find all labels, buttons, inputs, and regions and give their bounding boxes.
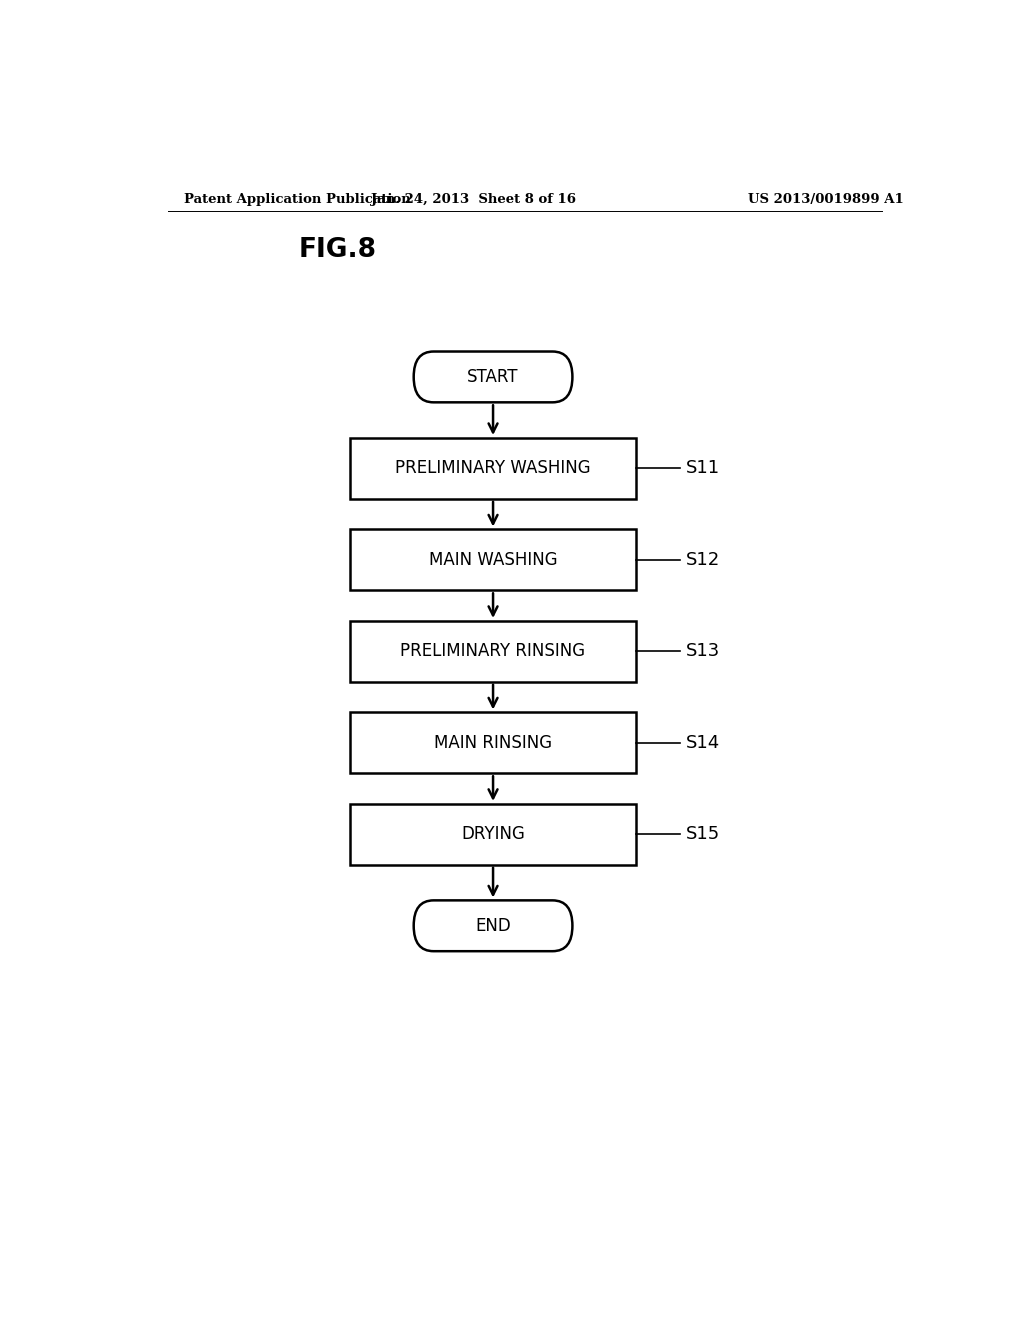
Text: S11: S11 — [686, 459, 720, 478]
Text: S15: S15 — [686, 825, 720, 843]
FancyBboxPatch shape — [414, 351, 572, 403]
Text: FIG.8: FIG.8 — [299, 236, 377, 263]
Text: PRELIMINARY WASHING: PRELIMINARY WASHING — [395, 459, 591, 478]
FancyBboxPatch shape — [350, 529, 636, 590]
Text: S13: S13 — [686, 643, 720, 660]
Text: S12: S12 — [686, 550, 720, 569]
Text: S14: S14 — [686, 734, 720, 752]
FancyBboxPatch shape — [350, 713, 636, 774]
Text: END: END — [475, 917, 511, 935]
Text: MAIN RINSING: MAIN RINSING — [434, 734, 552, 752]
Text: PRELIMINARY RINSING: PRELIMINARY RINSING — [400, 643, 586, 660]
FancyBboxPatch shape — [350, 438, 636, 499]
Text: DRYING: DRYING — [461, 825, 525, 843]
Text: US 2013/0019899 A1: US 2013/0019899 A1 — [749, 193, 904, 206]
Text: START: START — [467, 368, 519, 385]
FancyBboxPatch shape — [350, 620, 636, 682]
Text: Patent Application Publication: Patent Application Publication — [183, 193, 411, 206]
Text: MAIN WASHING: MAIN WASHING — [429, 550, 557, 569]
Text: Jan. 24, 2013  Sheet 8 of 16: Jan. 24, 2013 Sheet 8 of 16 — [371, 193, 575, 206]
FancyBboxPatch shape — [414, 900, 572, 952]
FancyBboxPatch shape — [350, 804, 636, 865]
